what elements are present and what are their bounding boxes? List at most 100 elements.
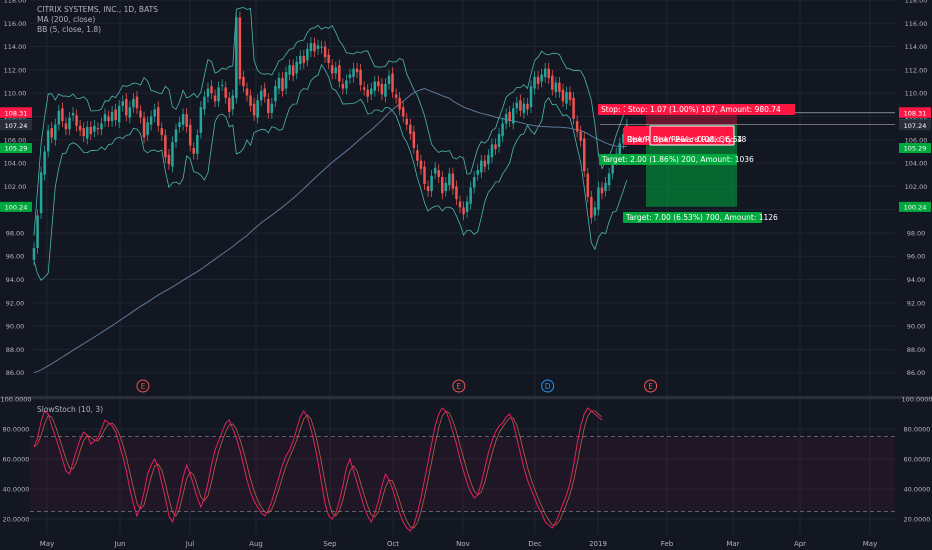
candle-body bbox=[252, 103, 256, 116]
y-tick-left: 104.00 bbox=[4, 160, 27, 168]
y-tick-right: 114.00 bbox=[905, 43, 928, 51]
candle-body bbox=[153, 109, 156, 117]
candle-body bbox=[394, 94, 398, 98]
candle-body bbox=[277, 78, 281, 89]
stoch-k-line bbox=[33, 407, 603, 532]
x-tick: Aug bbox=[249, 540, 263, 548]
stoch-tick-right: 80.0000 bbox=[904, 426, 931, 434]
price-badge-text: 105.29 bbox=[5, 145, 28, 153]
candle-body bbox=[334, 67, 337, 74]
candle-body bbox=[121, 101, 124, 106]
candle-body bbox=[295, 61, 298, 74]
candle-body bbox=[451, 173, 455, 189]
candle-body bbox=[419, 160, 423, 169]
candle-body bbox=[224, 87, 227, 98]
candle-body bbox=[543, 68, 547, 77]
x-tick: Feb bbox=[661, 540, 674, 548]
candle-body bbox=[206, 88, 210, 97]
candle-body bbox=[160, 128, 164, 136]
candle-body bbox=[39, 172, 43, 214]
candle-body bbox=[149, 116, 153, 125]
earnings-marker bbox=[452, 379, 466, 393]
marker-label: E bbox=[648, 382, 653, 391]
chart-legend: CITRIX SYSTEMS, INC., 1D, BATS MA (200, … bbox=[37, 5, 158, 35]
candle-body bbox=[146, 122, 149, 136]
candle-body bbox=[274, 86, 277, 102]
candle-body bbox=[288, 65, 291, 75]
candle-body bbox=[444, 182, 448, 192]
y-tick-right: 94.00 bbox=[907, 276, 926, 284]
symbol-title[interactable]: CITRIX SYSTEMS, INC., 1D, BATS bbox=[37, 5, 158, 14]
candle-body bbox=[139, 110, 142, 118]
candle-body bbox=[611, 161, 614, 174]
candle-body bbox=[181, 114, 185, 125]
candle-body bbox=[57, 110, 61, 125]
candle-body bbox=[68, 117, 71, 130]
y-tick-right: 88.00 bbox=[907, 346, 926, 354]
candle-body bbox=[405, 118, 408, 125]
candles bbox=[32, 11, 629, 266]
stoch-tick-right: 40.0000 bbox=[904, 486, 931, 494]
candle-body bbox=[572, 97, 575, 119]
x-tick: 2019 bbox=[589, 540, 607, 548]
bb-legend[interactable]: BB (5, close, 1.8) bbox=[37, 25, 102, 34]
candle-body bbox=[284, 72, 288, 89]
candle-body bbox=[362, 87, 366, 90]
candle-body bbox=[575, 121, 579, 132]
x-tick: Dec bbox=[528, 540, 542, 548]
candle-body bbox=[185, 114, 188, 127]
stoch-legend[interactable]: SlowStoch (10, 3) bbox=[37, 405, 104, 414]
x-tick: Mar bbox=[726, 540, 739, 548]
candle-body bbox=[323, 46, 327, 58]
candle-body bbox=[465, 201, 469, 212]
candle-body bbox=[54, 124, 57, 140]
stoch-tick-right: 60.0000 bbox=[904, 456, 931, 464]
price-badge-left bbox=[0, 143, 32, 154]
stoch-tick-left: 60.0000 bbox=[3, 456, 30, 464]
candle-body bbox=[36, 215, 39, 249]
candle-body bbox=[281, 78, 284, 91]
price-badge-left bbox=[0, 107, 32, 118]
stochastic-pane bbox=[30, 407, 895, 532]
candle-body bbox=[551, 75, 554, 90]
marker-label: E bbox=[457, 382, 462, 391]
marker-label: D bbox=[545, 382, 551, 391]
candle-body bbox=[157, 107, 160, 126]
candle-body bbox=[483, 160, 487, 167]
y-tick-right: 96.00 bbox=[907, 253, 926, 261]
candle-body bbox=[462, 207, 465, 215]
candle-body bbox=[238, 17, 242, 80]
candle-body bbox=[515, 102, 519, 109]
candle-body bbox=[448, 173, 451, 186]
candle-body bbox=[32, 248, 36, 260]
y-tick-left: 110.00 bbox=[4, 90, 27, 98]
candle-body bbox=[142, 117, 146, 138]
position-tool[interactable]: Stop: 1 Stop: 1.07 (1.00%) 107, Amount: 9… bbox=[598, 104, 895, 223]
price-badge-left bbox=[0, 120, 32, 131]
candle-body bbox=[355, 68, 359, 73]
candle-body bbox=[117, 105, 121, 123]
candle-body bbox=[536, 76, 540, 84]
candle-body bbox=[512, 108, 515, 124]
x-tick: May bbox=[863, 540, 877, 548]
candle-body bbox=[267, 99, 270, 113]
stop-zone bbox=[646, 112, 737, 125]
candle-body bbox=[469, 187, 472, 204]
candle-body bbox=[174, 129, 178, 143]
y-tick-right: 116.00 bbox=[905, 20, 928, 28]
candle-body bbox=[593, 207, 597, 216]
y-tick-left: 88.00 bbox=[6, 346, 25, 354]
x-tick: Jun bbox=[114, 540, 126, 548]
candle-body bbox=[430, 175, 433, 192]
candle-body bbox=[309, 43, 313, 52]
x-tick: Sep bbox=[323, 540, 337, 548]
ma-legend[interactable]: MA (200, close) bbox=[37, 15, 96, 24]
candle-body bbox=[100, 123, 103, 130]
candle-body bbox=[270, 103, 274, 113]
candle-body bbox=[579, 131, 582, 141]
candle-body bbox=[373, 81, 377, 91]
candle-body bbox=[352, 68, 355, 77]
